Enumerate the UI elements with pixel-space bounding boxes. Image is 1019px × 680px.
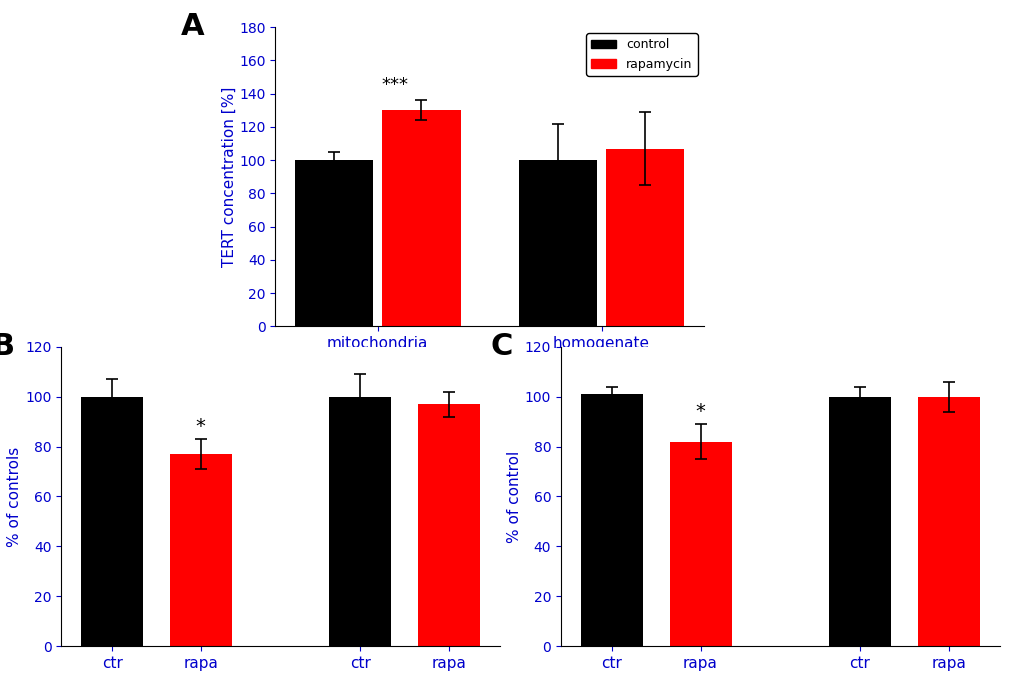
- Bar: [519, 160, 596, 326]
- Text: *: *: [695, 402, 705, 421]
- Text: ***: ***: [381, 76, 408, 95]
- Bar: [329, 396, 391, 646]
- Y-axis label: TERT concentration [%]: TERT concentration [%]: [221, 86, 236, 267]
- Text: A: A: [181, 12, 205, 41]
- Y-axis label: % of control: % of control: [506, 450, 522, 543]
- Legend: control, rapamycin: control, rapamycin: [586, 33, 697, 75]
- Bar: [581, 394, 642, 646]
- Bar: [917, 396, 978, 646]
- Y-axis label: % of controls: % of controls: [7, 446, 22, 547]
- Text: *: *: [196, 417, 206, 436]
- Bar: [828, 396, 891, 646]
- Bar: [418, 404, 479, 646]
- Bar: [294, 160, 373, 326]
- Bar: [382, 110, 460, 326]
- Text: B: B: [0, 332, 14, 361]
- Bar: [668, 441, 731, 646]
- Text: C: C: [490, 332, 513, 361]
- Bar: [169, 454, 231, 646]
- Bar: [605, 148, 684, 326]
- Bar: [82, 396, 143, 646]
